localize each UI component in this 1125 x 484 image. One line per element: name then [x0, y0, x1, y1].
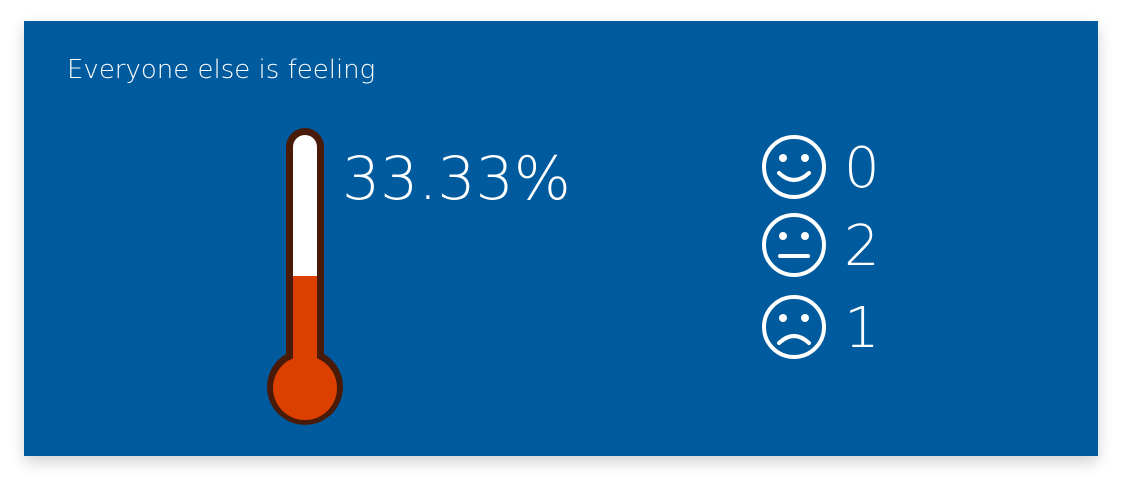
- mood-row-sad: 1: [760, 293, 910, 363]
- thermometer-icon: [267, 128, 343, 425]
- mood-row-neutral: 2: [760, 211, 910, 281]
- card-title: Everyone else is feeling: [67, 55, 376, 85]
- sentiment-card: Everyone else is feeling 33.33% 0 2: [24, 21, 1098, 456]
- happy-count: 0: [844, 136, 880, 201]
- neutral-count: 2: [844, 214, 880, 279]
- sad-count: 1: [844, 296, 880, 361]
- mood-row-happy: 0: [760, 133, 910, 203]
- smiley-sad-icon: [762, 295, 826, 359]
- feeling-percentage: 33.33%: [342, 144, 571, 214]
- smiley-happy-icon: [762, 135, 826, 199]
- smiley-neutral-icon: [762, 213, 826, 277]
